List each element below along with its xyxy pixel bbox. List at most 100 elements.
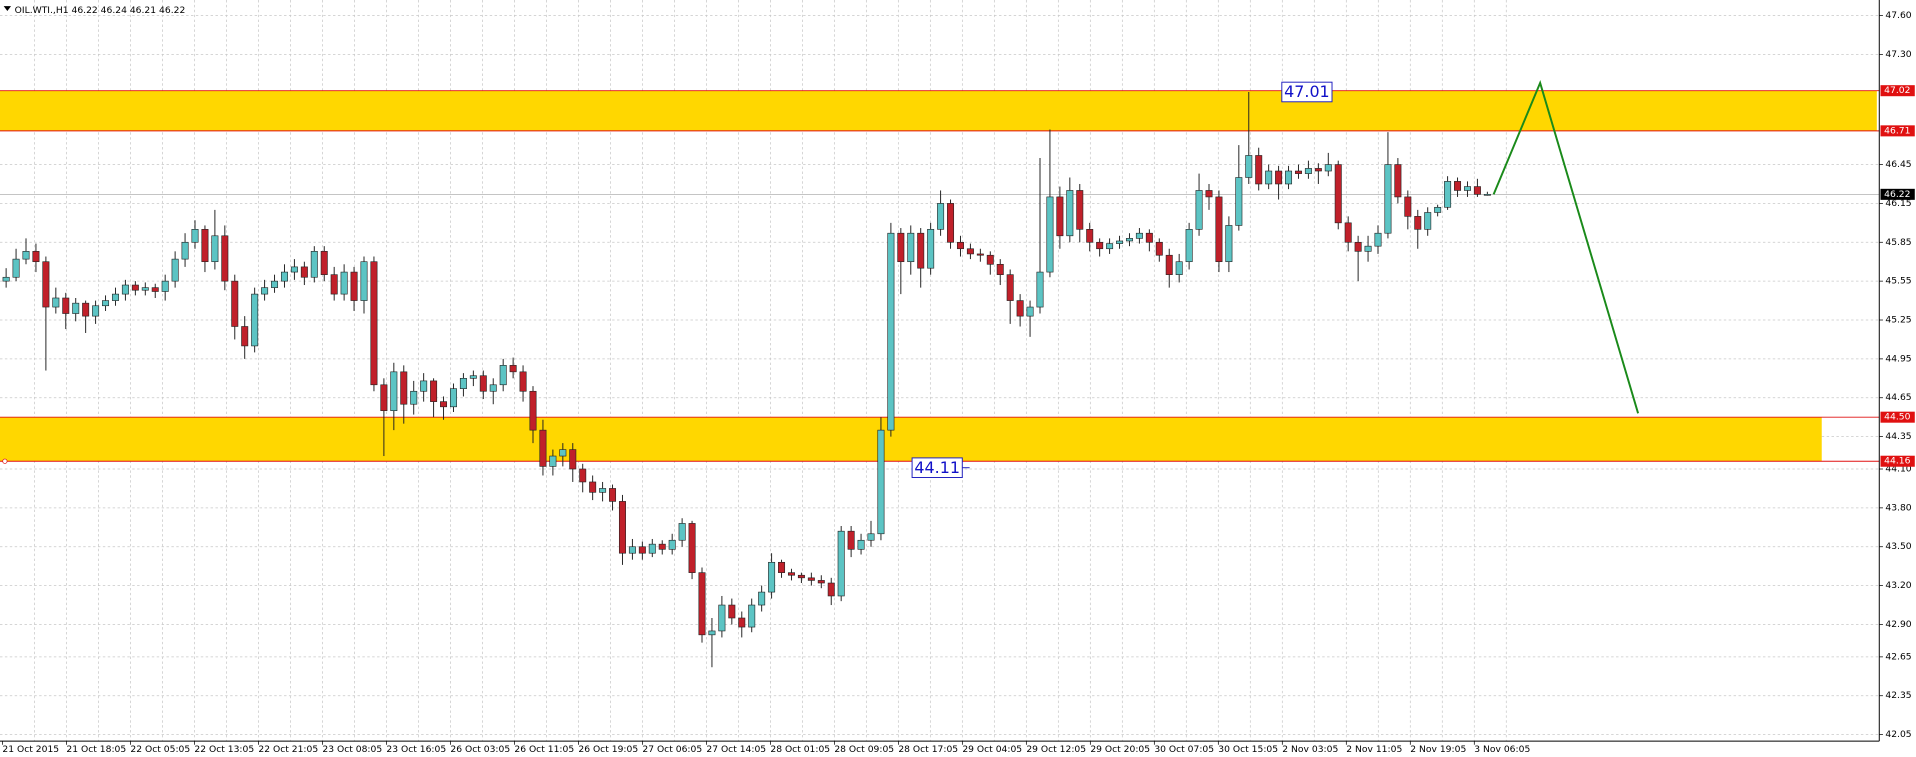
candle-body [1334,164,1342,224]
candle-body [1364,245,1372,252]
candle-body [768,561,776,593]
candle-body [1215,196,1223,263]
candle-body [728,604,736,619]
candle-body [1473,186,1481,195]
x-tick-label: 2 Nov 03:05 [1282,744,1338,755]
candle-body [1066,190,1074,237]
candle-body [966,248,974,255]
candle-body [1076,190,1084,230]
candle-body [1434,206,1442,213]
x-tick-label: 29 Oct 04:05 [962,744,1022,755]
candle-body [1374,232,1382,247]
candle-body [1205,190,1213,198]
candle-body [708,630,716,636]
candle-body [1454,181,1462,191]
candle-body [400,371,408,405]
price-label: 44.50 [1884,412,1910,423]
x-tick-label: 27 Oct 06:05 [642,744,702,755]
candle-body [1384,164,1392,234]
overlay-layer: 47.60 47.30 46.45 46.15 45.85 45.55 45.25 44.95… [2,10,1915,755]
candle-body [171,258,179,282]
candle-body [758,591,766,606]
candle-body [986,254,994,265]
candle-body [956,241,964,250]
candle-layer [2,91,1491,668]
candle-body [479,375,487,392]
candle-body [917,232,925,269]
candle-body [290,266,298,273]
candle-body [1036,271,1044,308]
candle-body [867,533,875,541]
candle-body [489,384,497,392]
x-tick-label: 29 Oct 20:05 [1090,744,1150,755]
candle-body [1185,229,1193,263]
candle-body [280,271,288,282]
y-tick-label: 44.35 [1885,431,1911,442]
y-tick-label: 42.90 [1885,619,1911,630]
candle-body [1056,196,1064,237]
candle-body [72,302,80,314]
candle-body [1314,168,1322,172]
candle-body [668,539,676,550]
candle-body [340,271,348,295]
y-tick-label: 45.55 [1885,276,1911,287]
candle-body [1285,170,1293,185]
projection-line [1492,80,1640,414]
candle-body [241,326,249,347]
y-tick-label: 44.95 [1885,353,1911,364]
x-tick-label: 28 Oct 17:05 [898,744,958,755]
candle-body [1463,186,1471,191]
x-tick-label: 30 Oct 07:05 [1154,744,1214,755]
y-tick-label: 42.35 [1885,690,1911,701]
candle-body [897,232,905,263]
candle-body [937,203,945,230]
candle-body [370,261,378,386]
candle-body [1225,225,1233,263]
annotation-box [1281,81,1333,103]
x-tick-label: 22 Oct 05:05 [130,744,190,755]
candle-body [947,203,955,243]
y-tick-label: 47.30 [1885,49,1911,60]
candle-body [201,229,209,263]
x-tick-label: 22 Oct 13:05 [194,744,254,755]
candle-body [797,574,805,579]
candle-body [976,253,984,256]
candle-body [1483,194,1491,196]
candle-body [579,468,587,483]
candle-body [42,261,50,308]
candle-body [499,365,507,386]
candle-body [698,572,706,636]
price-label: 44.16 [1884,456,1910,467]
candle-body [360,261,368,301]
zone-anchor [2,458,8,464]
y-tick-label: 45.85 [1885,237,1911,248]
candle-body [231,280,239,327]
candle-body [12,258,20,278]
candle-body [877,429,885,535]
x-tick-label: 3 Nov 06:05 [1474,744,1530,755]
candle-body [1175,261,1183,275]
y-tick-label: 45.25 [1885,315,1911,326]
menu-triangle[interactable] [3,6,12,12]
candle-body [847,530,855,550]
candle-body [102,300,110,307]
candle-body [599,488,607,493]
candle-body [221,235,229,282]
candle-body [32,251,40,263]
candle-body [191,229,199,243]
candle-body [22,251,30,260]
candle-body [310,251,318,278]
x-tick-label: 2 Nov 19:05 [1410,744,1466,755]
candle-body [1096,241,1104,250]
candle-body [261,287,269,295]
candle-body [161,280,169,292]
candle-body [181,241,189,260]
annotation-label: 47.01 [1284,82,1330,101]
candle-body [817,580,825,584]
candle-body [519,371,527,392]
candle-body [440,401,448,408]
candle-body [1404,196,1412,217]
candle-body [82,302,90,317]
